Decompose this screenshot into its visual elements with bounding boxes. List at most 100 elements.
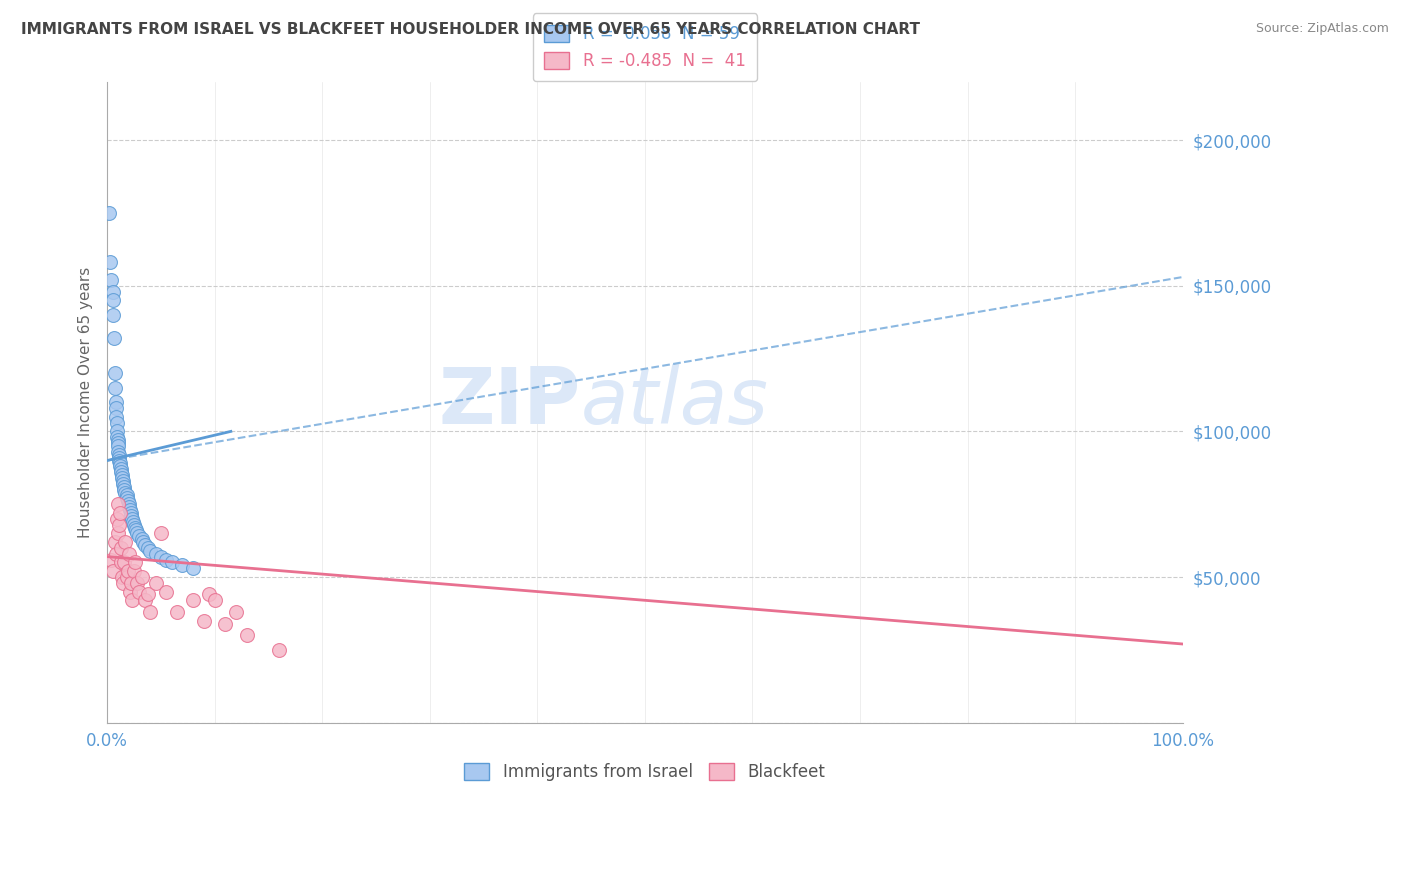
Point xyxy=(160,556,183,570)
Point xyxy=(105,430,128,444)
Point xyxy=(149,549,172,564)
Point xyxy=(117,564,139,578)
Point xyxy=(118,497,141,511)
Point xyxy=(104,547,127,561)
Point xyxy=(112,474,135,488)
Point xyxy=(104,409,127,424)
Point xyxy=(110,556,132,570)
Point xyxy=(111,570,134,584)
Point xyxy=(105,425,128,439)
Point xyxy=(110,462,132,476)
Text: atlas: atlas xyxy=(581,364,768,441)
Point xyxy=(127,575,149,590)
Point xyxy=(134,538,156,552)
Point xyxy=(101,285,124,299)
Point xyxy=(155,584,177,599)
Point xyxy=(112,556,135,570)
Point xyxy=(101,564,124,578)
Point xyxy=(149,526,172,541)
Point xyxy=(107,436,129,450)
Point xyxy=(131,535,153,549)
Point xyxy=(120,506,142,520)
Point xyxy=(112,480,135,494)
Point xyxy=(115,488,138,502)
Point xyxy=(108,453,131,467)
Point xyxy=(110,465,132,479)
Point xyxy=(111,468,134,483)
Point xyxy=(108,459,131,474)
Point xyxy=(108,450,131,465)
Point xyxy=(105,416,128,430)
Text: ZIP: ZIP xyxy=(439,364,581,441)
Point xyxy=(136,541,159,555)
Point xyxy=(118,500,141,515)
Point xyxy=(172,558,194,573)
Point xyxy=(128,584,150,599)
Text: IMMIGRANTS FROM ISRAEL VS BLACKFEET HOUSEHOLDER INCOME OVER 65 YEARS CORRELATION: IMMIGRANTS FROM ISRAEL VS BLACKFEET HOUS… xyxy=(21,22,920,37)
Point xyxy=(120,508,142,523)
Point xyxy=(112,575,135,590)
Point xyxy=(181,561,204,575)
Point xyxy=(166,605,188,619)
Point xyxy=(131,532,153,546)
Y-axis label: Householder Income Over 65 years: Householder Income Over 65 years xyxy=(79,267,93,538)
Point xyxy=(269,643,291,657)
Point xyxy=(101,293,124,308)
Point xyxy=(107,444,129,458)
Point xyxy=(108,517,131,532)
Point xyxy=(108,457,131,471)
Point xyxy=(225,605,247,619)
Point xyxy=(121,593,143,607)
Point xyxy=(236,628,259,642)
Point xyxy=(107,526,129,541)
Point xyxy=(105,512,128,526)
Point xyxy=(155,552,177,566)
Point xyxy=(100,273,122,287)
Point xyxy=(104,381,127,395)
Point xyxy=(114,485,136,500)
Point xyxy=(120,575,142,590)
Point xyxy=(118,584,141,599)
Point xyxy=(115,570,138,584)
Point xyxy=(98,206,121,220)
Point xyxy=(124,556,146,570)
Point xyxy=(117,494,139,508)
Point xyxy=(118,547,141,561)
Point xyxy=(181,593,204,607)
Point xyxy=(204,593,226,607)
Point xyxy=(193,614,215,628)
Point xyxy=(136,587,159,601)
Point xyxy=(114,535,136,549)
Point xyxy=(145,547,167,561)
Point xyxy=(108,506,131,520)
Point xyxy=(107,497,129,511)
Point xyxy=(104,535,127,549)
Point xyxy=(112,483,135,497)
Point xyxy=(111,471,134,485)
Point xyxy=(104,395,127,409)
Point xyxy=(100,552,122,566)
Point xyxy=(108,448,131,462)
Point xyxy=(112,476,135,491)
Text: Source: ZipAtlas.com: Source: ZipAtlas.com xyxy=(1256,22,1389,36)
Point xyxy=(104,366,127,380)
Point xyxy=(214,616,236,631)
Point xyxy=(104,401,127,416)
Point xyxy=(124,520,146,534)
Legend: Immigrants from Israel, Blackfeet: Immigrants from Israel, Blackfeet xyxy=(454,753,835,791)
Point xyxy=(125,524,148,538)
Point xyxy=(115,491,138,506)
Point xyxy=(103,331,125,345)
Point xyxy=(110,541,132,555)
Point xyxy=(107,439,129,453)
Point xyxy=(122,517,145,532)
Point xyxy=(198,587,221,601)
Point xyxy=(118,503,141,517)
Point xyxy=(139,543,162,558)
Point xyxy=(131,570,153,584)
Point xyxy=(139,605,162,619)
Point xyxy=(127,526,149,541)
Point xyxy=(107,433,129,447)
Point xyxy=(134,593,156,607)
Point xyxy=(145,575,167,590)
